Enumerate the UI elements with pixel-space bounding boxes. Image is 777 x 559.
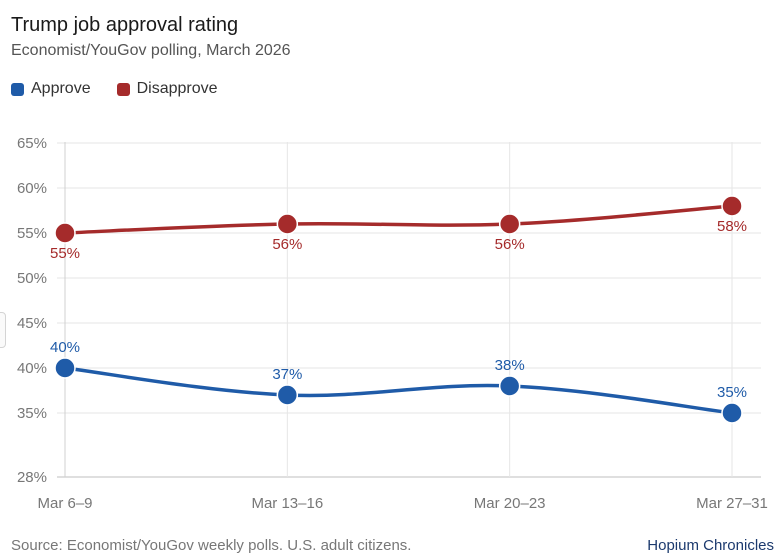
approve-data-label: 40%: [50, 339, 80, 356]
disapprove-swatch-icon: [116, 82, 130, 96]
disapprove-data-label: 56%: [495, 236, 525, 253]
legend-label-disapprove: Disapprove: [136, 80, 218, 97]
chart-subtitle: Economist/YouGov polling, March 2026: [11, 42, 291, 59]
disapprove-data-label: 58%: [717, 218, 747, 235]
x-tick-label: Mar 6–9: [37, 495, 92, 512]
approve-data-label: 37%: [272, 366, 302, 383]
legend-item-approve[interactable]: Approve: [11, 80, 91, 98]
y-tick-label: 28%: [17, 469, 47, 486]
disapprove-point: [276, 213, 299, 235]
disapprove-data-label: 56%: [272, 236, 302, 253]
y-tick-label: 60%: [17, 180, 47, 197]
approve-point: [54, 357, 76, 379]
chart-title: Trump job approval rating: [11, 14, 239, 36]
legend-label-approve: Approve: [31, 80, 91, 97]
x-tick-label: Mar 27–31: [696, 495, 768, 512]
y-tick-label: 35%: [17, 405, 47, 422]
approve-data-label: 35%: [717, 384, 747, 401]
approve-point: [498, 375, 521, 397]
disapprove-point: [721, 195, 743, 217]
y-tick-label: 40%: [17, 360, 47, 377]
approve-point: [721, 402, 743, 424]
disapprove-series-line: [63, 204, 734, 235]
brand-link[interactable]: Hopium Chronicles: [647, 537, 774, 554]
x-tick-label: Mar 20–23: [474, 495, 546, 512]
side-tab-handle[interactable]: [0, 312, 6, 348]
approve-swatch-icon: [11, 82, 24, 96]
approve-point: [276, 384, 299, 406]
approve-series-line: [63, 366, 734, 415]
legend: Approve Disapprove: [11, 80, 218, 98]
legend-item-disapprove[interactable]: Disapprove: [116, 80, 218, 98]
source-note: Source: Economist/YouGov weekly polls. U…: [11, 537, 412, 554]
approve-data-label: 38%: [495, 357, 525, 374]
y-tick-label: 45%: [17, 315, 47, 332]
disapprove-data-label: 55%: [50, 245, 80, 262]
y-tick-label: 65%: [17, 135, 47, 152]
y-tick-label: 50%: [17, 270, 47, 287]
x-tick-label: Mar 13–16: [251, 495, 323, 512]
disapprove-point: [498, 213, 521, 235]
disapprove-point: [54, 222, 76, 244]
y-tick-label: 55%: [17, 225, 47, 242]
